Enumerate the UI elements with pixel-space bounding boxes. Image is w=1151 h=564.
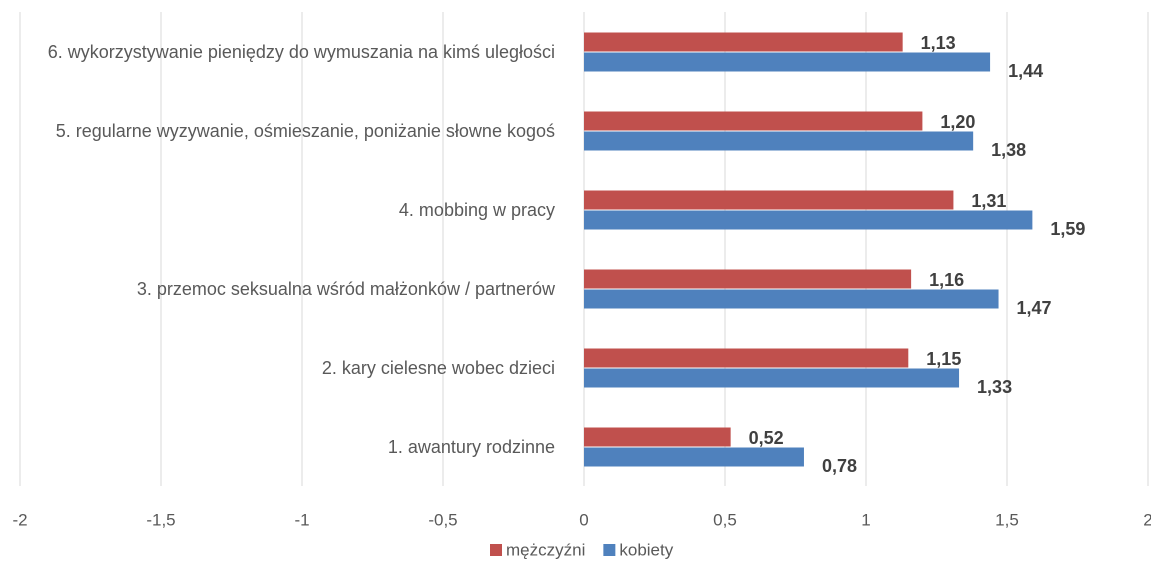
x-tick-label: -0,5 [428, 510, 457, 529]
data-label: 1,47 [1017, 298, 1052, 318]
data-label: 0,78 [822, 456, 857, 476]
legend-swatch [603, 544, 616, 556]
bar [584, 447, 804, 467]
bar [584, 32, 903, 52]
category-label: 6. wykorzystywanie pieniędzy do wymuszan… [47, 41, 555, 62]
bar [584, 427, 731, 447]
legend-swatch [490, 544, 502, 556]
bar [584, 289, 999, 309]
data-label: 1,20 [940, 112, 975, 132]
bar [584, 131, 974, 151]
data-label: 1,16 [929, 270, 964, 290]
data-label: 1,59 [1050, 219, 1085, 239]
category-label: 1. awantury rodzinne [387, 436, 555, 457]
x-tick-label: 0 [579, 510, 588, 529]
category-label: 3. przemoc seksualna wśród małżonków / p… [136, 278, 555, 299]
bar [584, 210, 1033, 230]
x-tick-label: 1 [861, 510, 870, 529]
bar [584, 190, 954, 210]
data-label: 1,38 [991, 140, 1026, 160]
bar [584, 111, 923, 131]
x-tick-label: 2 [1143, 510, 1151, 529]
data-label: 1,31 [971, 191, 1006, 211]
category-label: 5. regularne wyzywanie, ośmieszanie, pon… [55, 120, 555, 141]
bar [584, 269, 912, 289]
bar [584, 368, 960, 388]
data-label: 1,44 [1008, 61, 1043, 81]
category-label: 4. mobbing w pracy [398, 199, 555, 220]
x-tick-label: -1,5 [146, 510, 175, 529]
x-tick-label: -2 [12, 510, 27, 529]
legend-label: mężczyźni [506, 540, 585, 559]
bar [584, 348, 909, 368]
data-label: 0,52 [749, 428, 784, 448]
data-label: 1,33 [977, 377, 1012, 397]
bar [584, 52, 991, 72]
x-tick-label: 0,5 [713, 510, 737, 529]
x-tick-label: 1,5 [995, 510, 1019, 529]
data-label: 1,15 [926, 349, 961, 369]
category-label: 2. kary cielesne wobec dzieci [321, 357, 555, 378]
legend-label: kobiety [619, 540, 673, 559]
x-tick-label: -1 [294, 510, 309, 529]
data-label: 1,13 [921, 33, 956, 53]
